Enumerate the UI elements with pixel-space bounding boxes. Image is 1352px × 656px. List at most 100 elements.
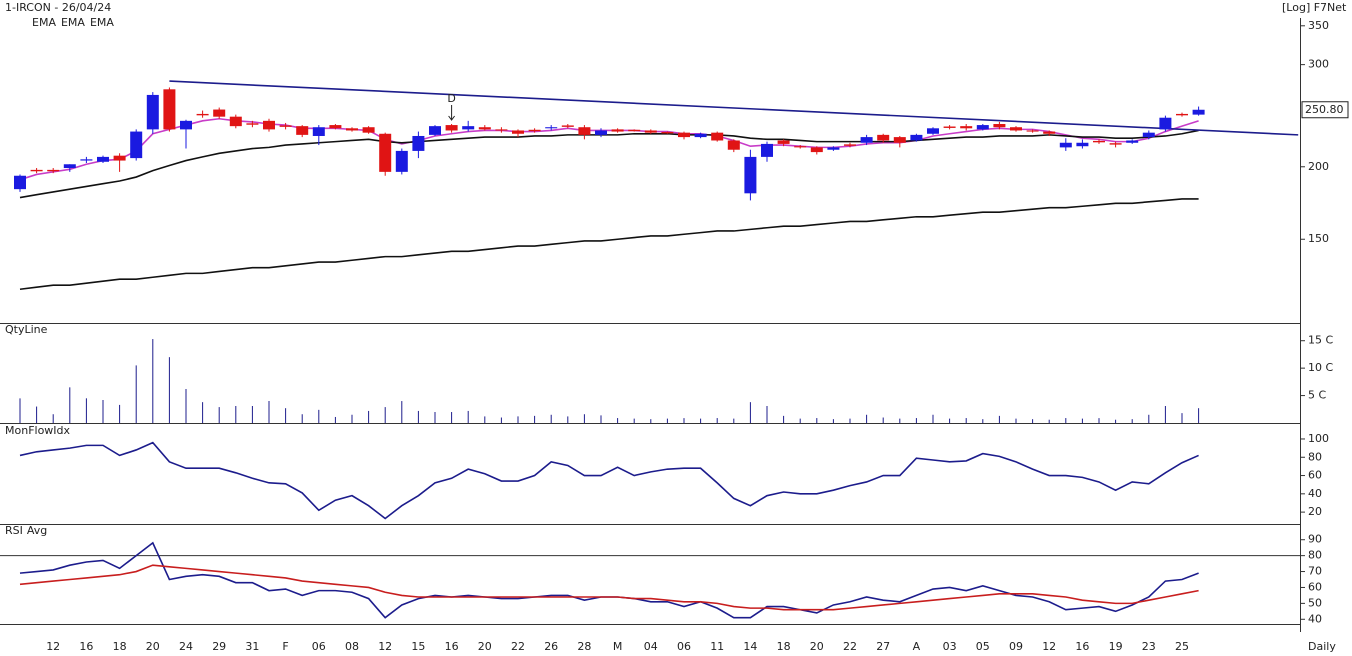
indicator-line xyxy=(19,441,1199,520)
y-tick-label: 90 xyxy=(1308,533,1322,546)
scale-label: [Log] F7Net xyxy=(1282,1,1347,14)
x-tick-label: 18 xyxy=(777,640,791,653)
candle-body xyxy=(63,164,76,169)
candle-body xyxy=(595,130,607,135)
y-tick-label: 70 xyxy=(1308,565,1322,578)
candle-body xyxy=(213,109,226,117)
last-price-box xyxy=(1301,101,1349,119)
x-tick-label: 08 xyxy=(345,640,359,653)
candle-body xyxy=(678,132,690,138)
y-tick-label: 20 xyxy=(1308,505,1322,518)
candle-body xyxy=(644,130,657,133)
candle-body xyxy=(927,128,939,134)
candle-body xyxy=(395,150,408,172)
x-tick-label: F xyxy=(282,640,288,653)
candle-body xyxy=(794,146,807,148)
candle-body xyxy=(1010,127,1022,131)
candle-body xyxy=(113,155,126,161)
x-tick-label: 27 xyxy=(876,640,890,653)
x-tick-label: 20 xyxy=(478,640,492,653)
y-tick-label: 10 C xyxy=(1308,361,1333,374)
candle-body xyxy=(1076,142,1089,147)
candle-body xyxy=(910,134,923,141)
y-tick-label: 60 xyxy=(1308,469,1322,482)
candle-body xyxy=(1026,130,1039,132)
candle-body xyxy=(611,129,624,132)
x-tick-label: 03 xyxy=(943,640,957,653)
candle-body xyxy=(1159,117,1172,130)
y-tick-label: 50 xyxy=(1308,596,1322,609)
candle-body xyxy=(694,133,707,138)
x-tick-label: 06 xyxy=(312,640,326,653)
candle-body xyxy=(711,132,724,141)
x-tick-label: M xyxy=(613,640,623,653)
y-tick-label: 350 xyxy=(1308,19,1329,32)
x-tick-label: 20 xyxy=(146,640,160,653)
chart-title: 1-IRCON - 26/04/24 xyxy=(5,1,111,14)
candle-body xyxy=(1059,142,1072,148)
candle-body xyxy=(578,127,591,135)
trendline xyxy=(169,80,1299,136)
candle-body xyxy=(329,125,342,129)
ema-line xyxy=(19,129,1199,199)
candle-body xyxy=(761,143,773,157)
legend-entry: EMA xyxy=(61,16,85,29)
candle-body xyxy=(976,125,989,130)
candle-body xyxy=(163,89,176,130)
x-tick-label: 06 xyxy=(677,640,691,653)
candle-body xyxy=(993,124,1006,128)
x-axis-label: Daily xyxy=(1308,640,1336,653)
candle-body xyxy=(362,127,375,133)
annotation: D xyxy=(447,92,455,105)
ema-line xyxy=(19,117,1199,181)
x-tick-label: 26 xyxy=(544,640,558,653)
x-tick-label: 24 xyxy=(179,640,193,653)
x-tick-label: 12 xyxy=(378,640,392,653)
candle-body xyxy=(130,131,143,159)
x-tick-label: 11 xyxy=(710,640,724,653)
candle-body xyxy=(877,134,890,141)
candle-body xyxy=(512,130,524,134)
last-price-label: 250.80 xyxy=(1305,103,1344,116)
y-tick-label: 200 xyxy=(1308,160,1329,173)
y-tick-label: 300 xyxy=(1308,58,1329,71)
x-tick-label: 09 xyxy=(1009,640,1023,653)
candle-body xyxy=(860,137,873,143)
candle-body xyxy=(97,156,109,162)
x-tick-label: 25 xyxy=(1175,640,1189,653)
candle-body xyxy=(296,126,309,135)
panel-title: MonFlowIdx xyxy=(5,424,71,437)
candle-body xyxy=(462,126,475,130)
candle-body xyxy=(893,137,906,143)
x-tick-label: 16 xyxy=(79,640,93,653)
candle-body xyxy=(346,128,358,131)
x-tick-label: 04 xyxy=(644,640,658,653)
candle-body xyxy=(1043,131,1056,134)
legend-entry: RSI xyxy=(5,524,23,537)
x-tick-label: 14 xyxy=(743,640,757,653)
candle-body xyxy=(827,147,840,150)
candle-body xyxy=(445,125,458,131)
y-tick-label: 40 xyxy=(1308,487,1322,500)
candle-body xyxy=(1142,132,1155,138)
candle-body xyxy=(180,120,192,130)
candle-body xyxy=(777,140,790,144)
legend-entry: EMA xyxy=(32,16,56,29)
candle-body xyxy=(1192,109,1205,115)
candle-body xyxy=(545,127,558,129)
y-tick-label: 60 xyxy=(1308,580,1322,593)
x-tick-label: 29 xyxy=(212,640,226,653)
x-tick-label: A xyxy=(913,640,921,653)
x-tick-label: 12 xyxy=(46,640,60,653)
candle-body xyxy=(312,127,325,136)
x-tick-label: 16 xyxy=(1075,640,1089,653)
y-tick-label: 80 xyxy=(1308,549,1322,562)
candle-body xyxy=(810,147,823,153)
x-tick-label: 16 xyxy=(445,640,459,653)
y-tick-label: 15 C xyxy=(1308,334,1333,347)
candle-body xyxy=(478,127,491,130)
candle-body xyxy=(80,159,93,161)
x-tick-label: 12 xyxy=(1042,640,1056,653)
y-tick-label: 150 xyxy=(1308,232,1329,245)
